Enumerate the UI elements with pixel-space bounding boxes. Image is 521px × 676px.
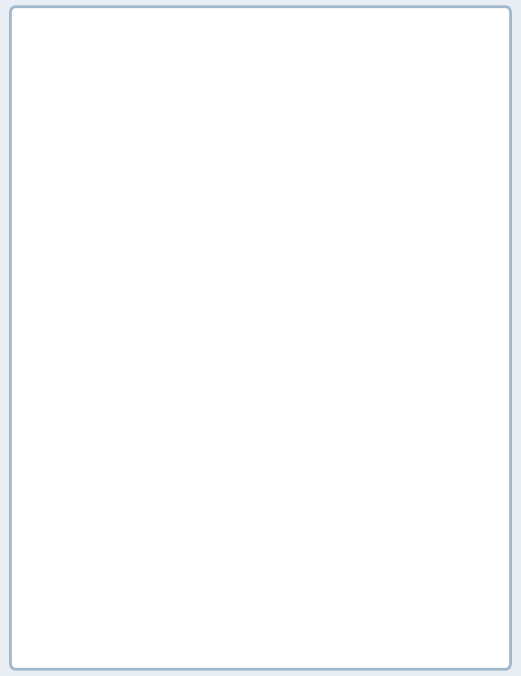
Text: structure with a p-Si body, the: structure with a p-Si body, the: [26, 69, 386, 93]
Text: channel)?: channel)?: [26, 631, 141, 656]
Text: tried to measure the channel: tried to measure the channel: [26, 431, 370, 455]
Text: and Source electrodes are attached: and Source electrodes are attached: [26, 230, 448, 254]
Text: small island-like region of n-Si.  If: small island-like region of n-Si. If: [26, 310, 418, 334]
Text: Problem 2.: Problem 2.: [26, 28, 171, 53]
Text: Drain electrodes in this device: Drain electrodes in this device: [26, 511, 386, 535]
Text: properly created an inversion: properly created an inversion: [26, 592, 375, 616]
Text: In a typical MOSFET: In a typical MOSFET: [208, 28, 458, 53]
Text: Drain/Body and Source/Body: Drain/Body and Source/Body: [26, 109, 365, 133]
Text: to the p-Si body layer through a: to the p-Si body layer through a: [26, 270, 404, 294]
Text: current between the Source and: current between the Source and: [26, 470, 408, 495]
Text: (assuming the gate voltage has: (assuming the gate voltage has: [26, 552, 401, 575]
Text: regions are comprised of pn-: regions are comprised of pn-: [26, 149, 366, 173]
Text: describe what would happen if you: describe what would happen if you: [26, 391, 440, 414]
Text: these n-Si regions were not present,: these n-Si regions were not present,: [26, 350, 455, 375]
Text: junction diodes because the Drain: junction diodes because the Drain: [26, 189, 430, 214]
